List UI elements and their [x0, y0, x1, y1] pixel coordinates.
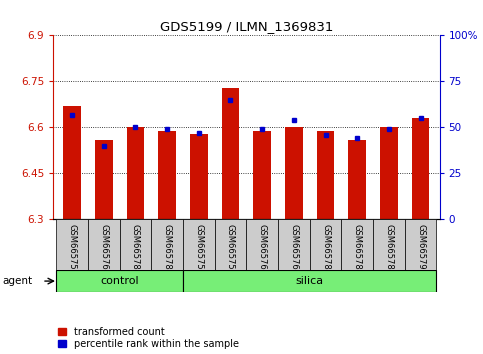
Text: GSM665783: GSM665783	[353, 224, 362, 275]
Bar	[348, 140, 366, 219]
Bar	[310, 219, 341, 271]
Text: GSM665781: GSM665781	[131, 224, 140, 275]
Bar	[222, 87, 239, 219]
Text: GSM665790: GSM665790	[416, 224, 425, 274]
Text: GSM665763: GSM665763	[99, 224, 108, 275]
Text: GSM665787: GSM665787	[163, 224, 171, 275]
Bar	[246, 219, 278, 271]
Bar	[341, 219, 373, 271]
Bar	[158, 131, 176, 219]
Bar	[88, 219, 120, 271]
Bar	[405, 219, 436, 271]
Bar	[380, 127, 398, 219]
Bar	[190, 133, 208, 219]
Bar	[285, 127, 302, 219]
Bar	[95, 140, 113, 219]
Bar	[254, 131, 271, 219]
Bar	[278, 219, 310, 271]
Text: agent: agent	[2, 276, 32, 286]
Bar	[214, 219, 246, 271]
Text: GSM665757: GSM665757	[226, 224, 235, 275]
Text: GSM665755: GSM665755	[68, 224, 77, 274]
Bar	[127, 127, 144, 219]
Text: GSM665789: GSM665789	[384, 224, 393, 275]
Text: silica: silica	[296, 276, 324, 286]
Text: GSM665752: GSM665752	[194, 224, 203, 274]
Text: GSM665764: GSM665764	[257, 224, 267, 275]
Text: control: control	[100, 276, 139, 286]
Bar	[57, 270, 183, 292]
Bar	[120, 219, 151, 271]
Bar	[412, 118, 429, 219]
Title: GDS5199 / ILMN_1369831: GDS5199 / ILMN_1369831	[160, 20, 333, 33]
Bar	[317, 131, 334, 219]
Bar	[151, 219, 183, 271]
Bar	[183, 219, 214, 271]
Text: GSM665768: GSM665768	[289, 224, 298, 275]
Bar	[183, 270, 436, 292]
Legend: transformed count, percentile rank within the sample: transformed count, percentile rank withi…	[58, 327, 239, 349]
Bar	[63, 106, 81, 219]
Bar	[57, 219, 88, 271]
Bar	[373, 219, 405, 271]
Text: GSM665780: GSM665780	[321, 224, 330, 275]
